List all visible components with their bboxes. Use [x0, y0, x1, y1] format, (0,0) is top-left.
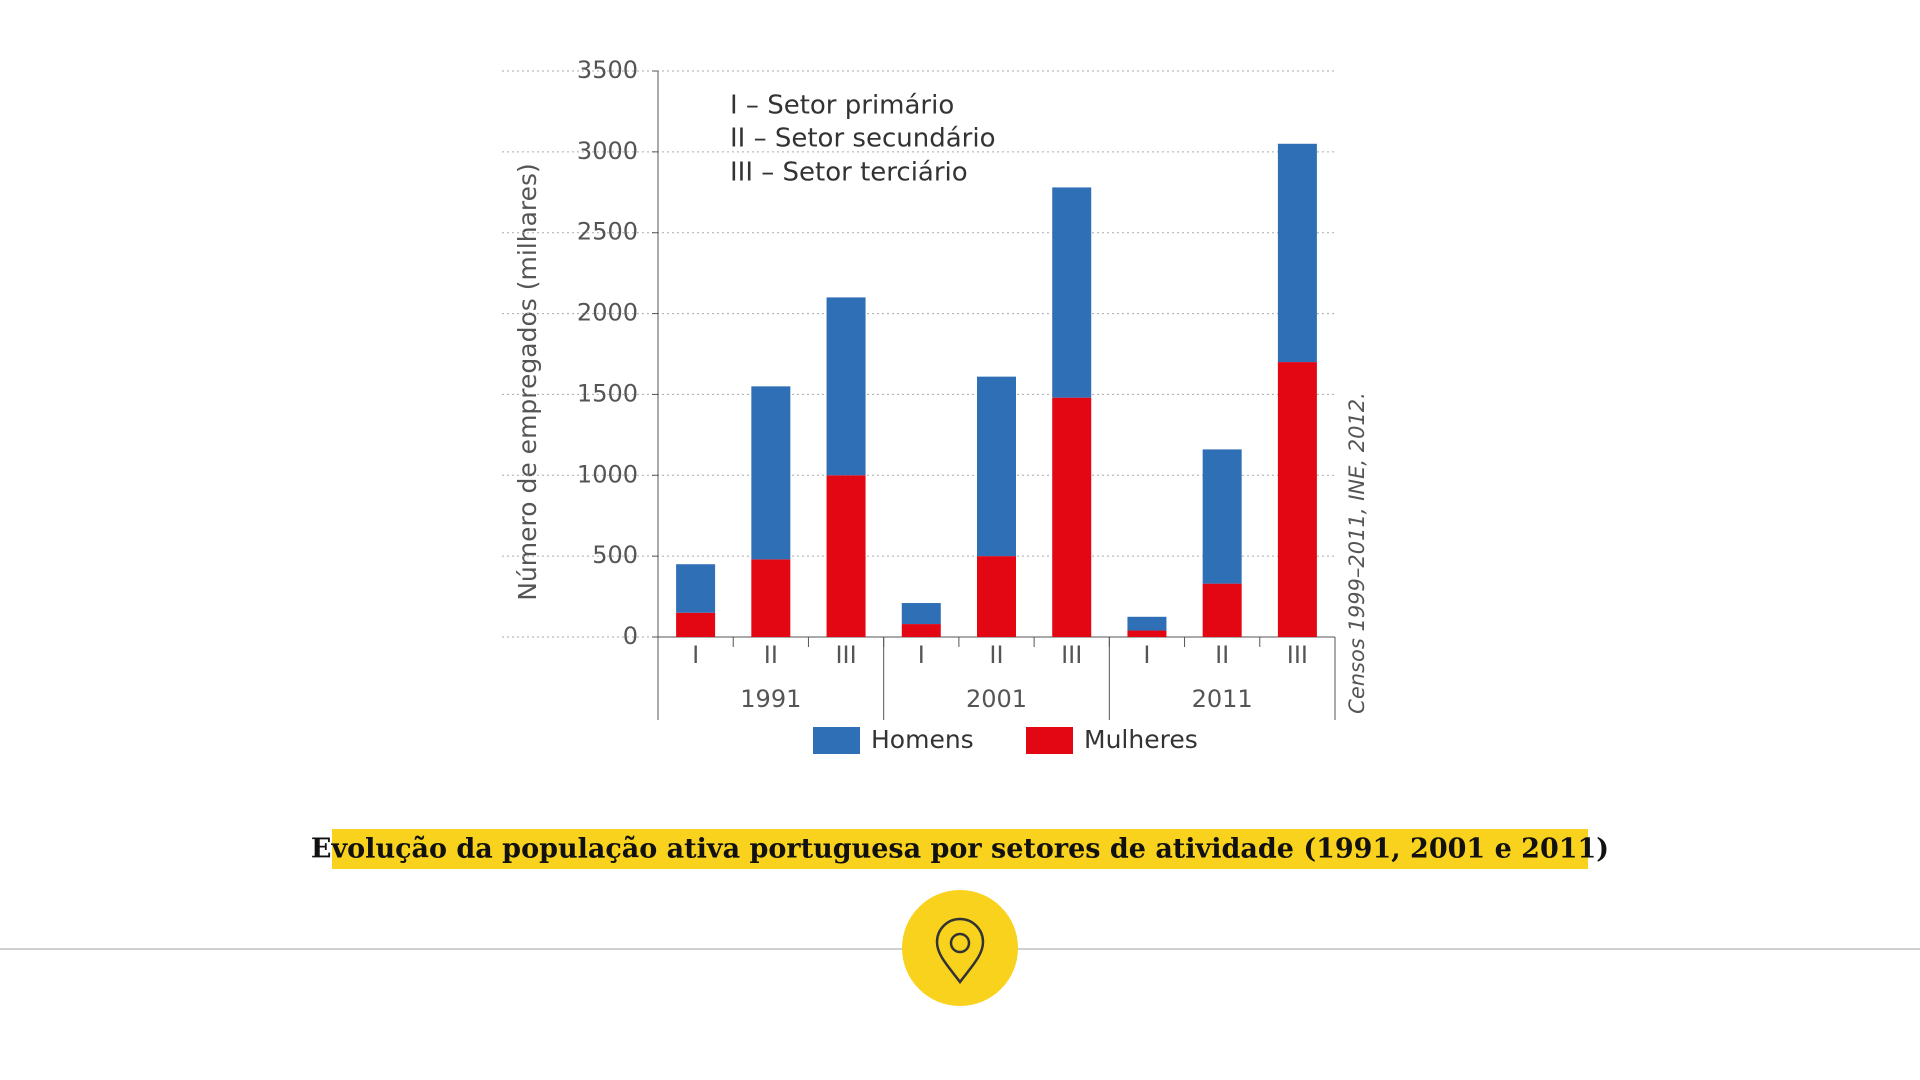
bar-segment [751, 386, 791, 560]
x-tick-label: I [692, 641, 699, 669]
group-label: 2001 [966, 685, 1027, 713]
bar-segment [1052, 187, 1092, 398]
source: Censos 1999–2011, INE, 2012. [1345, 392, 1369, 714]
x-tick-label: III [1061, 641, 1082, 669]
pin-icon [935, 917, 985, 985]
caption-highlight [332, 829, 1588, 869]
bar-segment [1277, 143, 1317, 363]
pin-icon-dot [949, 932, 971, 954]
bar-segment [826, 475, 866, 637]
group-label: 1991 [740, 685, 801, 713]
bar-segment [901, 624, 941, 637]
bar-segment [676, 612, 716, 637]
bar-segment [1202, 449, 1242, 584]
x-tick-label: I [918, 641, 925, 669]
y-tick-label: 2000 [577, 299, 638, 327]
x-tick-label: II [989, 641, 1003, 669]
bar-segment [1052, 397, 1092, 637]
bar-segment [676, 564, 716, 613]
bar-segment [1202, 583, 1242, 637]
bar-segment [1277, 362, 1317, 637]
caption: Evolução da população ativa portuguesa p… [311, 834, 1609, 865]
y-tick-label: 2500 [577, 218, 638, 246]
y-tick-label: 3000 [577, 137, 638, 165]
legend-swatch [1026, 727, 1073, 754]
x-tick-label: I [1143, 641, 1150, 669]
bar-segment [977, 556, 1016, 637]
x-tick-label: III [1287, 641, 1308, 669]
y-tick-label: 500 [592, 541, 638, 569]
y-tick-label: 1000 [577, 460, 638, 488]
bar-segment [751, 559, 791, 637]
bar-segment [977, 376, 1016, 557]
annotation: II – Setor secundário [730, 124, 995, 154]
y-tick-label: 1500 [577, 379, 638, 407]
annotation: III – Setor terciário [730, 158, 968, 188]
bar-segment [901, 603, 941, 625]
legend-label: Mulheres [1084, 725, 1198, 754]
annotation: I – Setor primário [730, 91, 954, 121]
legend-label: Homens [871, 725, 974, 754]
bar-segment [826, 297, 866, 476]
x-tick-label: III [835, 641, 856, 669]
legend-swatch [813, 727, 860, 754]
x-tick-label: II [1215, 641, 1229, 669]
y-tick-label: 0 [623, 622, 638, 650]
location-badge [902, 890, 1018, 1006]
y-tick-label: 3500 [577, 56, 638, 84]
bar-segment [1127, 630, 1167, 637]
group-label: 2011 [1192, 685, 1253, 713]
bar-segment [1127, 616, 1167, 631]
y-axis-label: Número de empregados (milhares) [513, 163, 542, 601]
x-tick-label: II [764, 641, 778, 669]
